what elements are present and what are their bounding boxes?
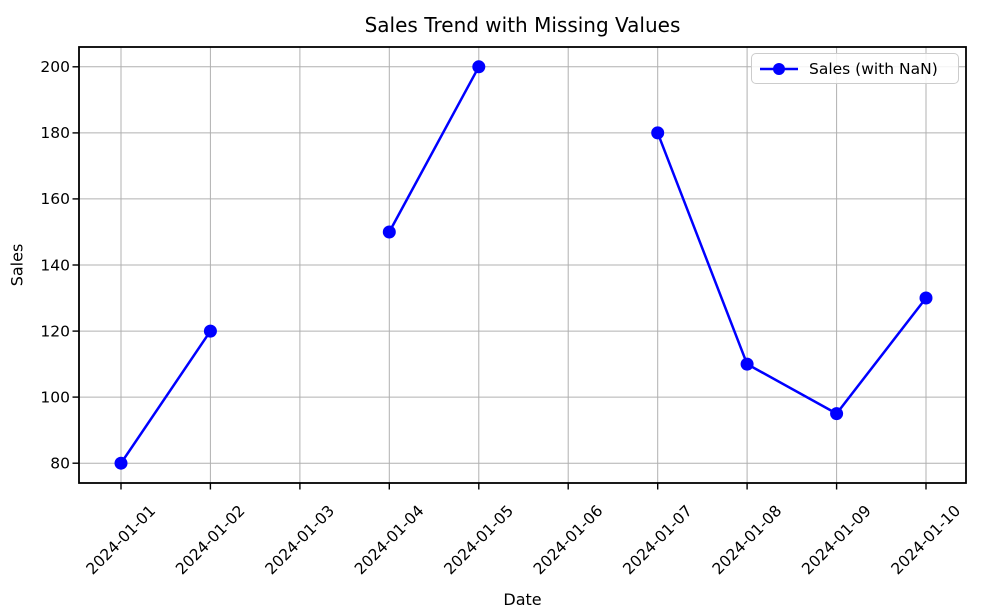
y-tick-label: 100 [40, 388, 70, 406]
x-tick-label: 2024-01-10 [888, 502, 964, 578]
y-tick-label: 200 [40, 58, 70, 76]
y-tick-label: 140 [40, 256, 70, 274]
x-tick-label: 2024-01-03 [262, 502, 338, 578]
x-axis-label: Date [503, 590, 542, 609]
x-tick-label: 2024-01-07 [619, 502, 695, 578]
x-tick-label: 2024-01-08 [709, 502, 785, 578]
series-line [119, 65, 928, 465]
x-tick-label: 2024-01-09 [798, 502, 874, 578]
legend-line-marker-icon [760, 62, 798, 75]
data-point [472, 60, 486, 74]
data-point [203, 324, 217, 338]
y-tick-label: 180 [40, 124, 70, 142]
x-tick-label: 2024-01-04 [351, 502, 427, 578]
data-point [382, 225, 396, 239]
chart-title: Sales Trend with Missing Values [364, 13, 681, 37]
x-tick-label: 2024-01-06 [530, 502, 606, 578]
x-tick-label: 2024-01-01 [83, 502, 159, 578]
legend-label: Sales (with NaN) [809, 59, 938, 78]
data-point [830, 407, 844, 421]
legend: Sales (with NaN) [751, 53, 959, 84]
tick-marks [72, 66, 927, 490]
x-tick-label: 2024-01-05 [441, 502, 517, 578]
x-tick-labels: 2024-01-01 2024-01-02 2024-01-03 2024-01-04… [83, 502, 964, 578]
data-point [919, 291, 933, 305]
data-point [114, 456, 128, 470]
y-tick-label: 80 [50, 455, 70, 473]
y-tick-labels: 80 100 120 140 160 180 200 [40, 58, 70, 472]
data-point [651, 126, 665, 140]
data-point [740, 357, 754, 371]
y-tick-label: 120 [40, 322, 70, 340]
x-tick-label: 2024-01-02 [172, 502, 248, 578]
y-tick-label: 160 [40, 190, 70, 208]
